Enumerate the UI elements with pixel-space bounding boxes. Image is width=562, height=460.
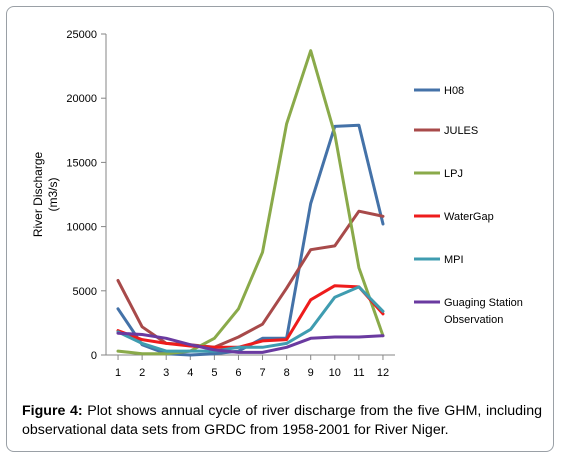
x-tick-label: 6 <box>235 367 241 379</box>
x-tick-label: 1 <box>115 367 121 379</box>
series-line-2 <box>116 49 385 356</box>
x-tick-labels: 1 2 3 4 5 6 7 8 9 10 11 12 <box>115 367 389 379</box>
legend-label-1: JULES <box>444 125 478 137</box>
legend-label-0: H08 <box>444 85 464 97</box>
x-tick-label: 5 <box>211 367 217 379</box>
y-tick-label: 20000 <box>66 93 97 105</box>
x-tick-label: 4 <box>187 367 193 379</box>
series-line-3 <box>116 284 385 349</box>
y-tick-label: 10000 <box>66 222 97 234</box>
legend-label-2: LPJ <box>444 168 463 180</box>
y-tick-label: 15000 <box>66 157 97 169</box>
y-tick-label: 5000 <box>73 286 97 298</box>
legend-label-4: MPI <box>444 254 464 266</box>
legend: H08 JULES LPJ WaterGap MPI Guaging Station Obs… <box>414 85 523 326</box>
x-tick-label: 3 <box>163 367 169 379</box>
caption-label: Figure 4: <box>22 403 83 419</box>
legend-label-3: WaterGap <box>444 211 494 223</box>
figure-caption: Figure 4: Plot shows annual cycle of riv… <box>22 402 542 440</box>
series-lines <box>116 49 385 357</box>
figure-frame <box>6 6 554 452</box>
y-axis-title-line2: (m3/s) <box>46 178 60 212</box>
y-tick-labels: 0 5000 10000 15000 20000 25000 <box>66 29 97 362</box>
chart-axes <box>101 33 395 360</box>
x-tick-label: 12 <box>377 367 389 379</box>
x-tick-label: 10 <box>329 367 341 379</box>
x-tick-label: 11 <box>353 367 364 379</box>
legend-label-5: Guaging Station <box>444 297 523 309</box>
y-tick-label: 25000 <box>66 29 97 41</box>
y-tick-label: 0 <box>91 350 97 362</box>
x-tick-label: 8 <box>284 367 290 379</box>
legend-label-5-cont: Observation <box>444 314 503 326</box>
x-tick-label: 9 <box>308 367 314 379</box>
caption-text: Plot shows annual cycle of river dischar… <box>22 403 542 438</box>
x-tick-label: 7 <box>259 367 265 379</box>
series-line-5 <box>116 331 385 354</box>
series-line-4 <box>116 285 385 353</box>
series-line-0 <box>116 123 385 357</box>
x-tick-label: 2 <box>139 367 145 379</box>
y-axis-title-line1: River Discharge <box>31 151 45 237</box>
series-line-1 <box>116 209 385 349</box>
